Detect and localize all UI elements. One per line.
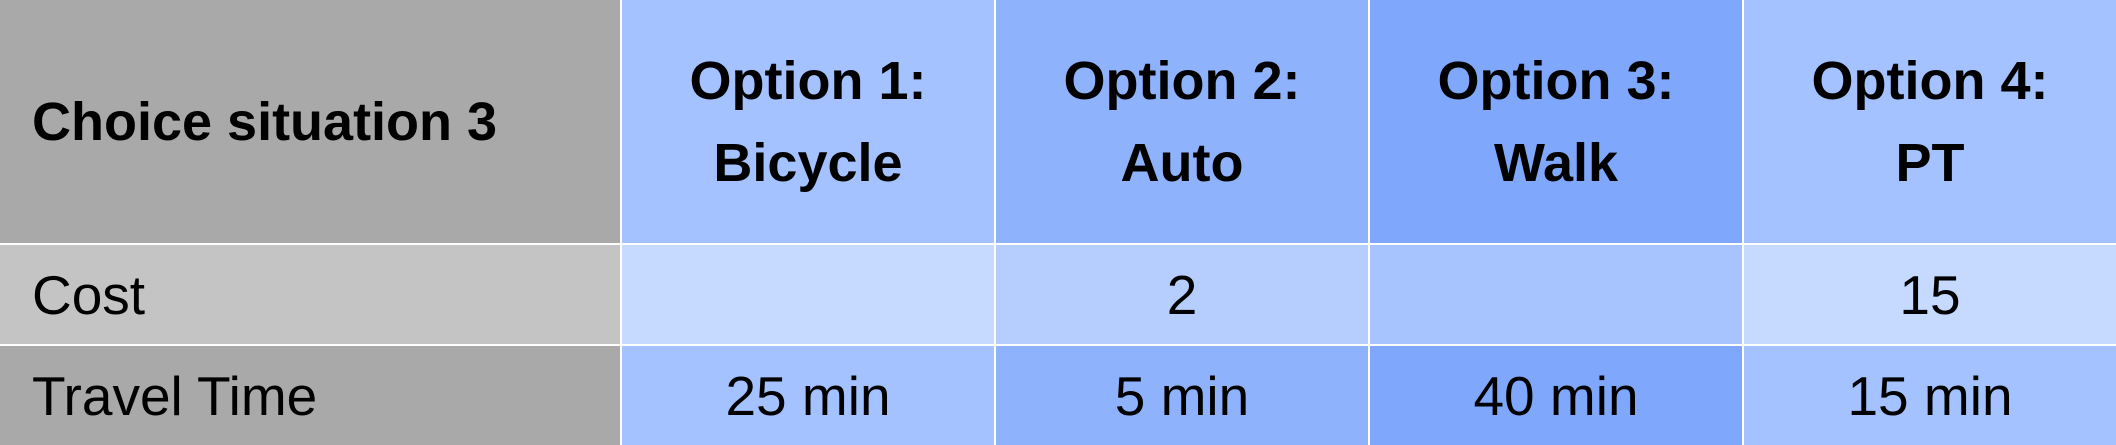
option-4-header: Option 4: PT [1744,0,2116,243]
option-1-line1: Option 1: [689,50,927,111]
option-3-line2: Walk [1493,132,1619,193]
option-2-header: Option 2: Auto [996,0,1368,243]
cost-option-4: 15 [1744,245,2116,344]
option-2-line2: Auto [1120,132,1244,193]
cost-row: Cost 2 15 [0,245,2116,344]
travel-time-value: 25 min [725,364,891,427]
situation-header: Choice situation 3 [0,0,620,243]
travel-time-value: 15 min [1847,364,2013,427]
cost-option-1 [622,245,994,344]
option-1-line2: Bicycle [713,132,903,193]
travel-time-label: Travel Time [32,364,318,427]
option-3-line1: Option 3: [1437,50,1675,111]
option-1-header: Option 1: Bicycle [622,0,994,243]
cost-option-2: 2 [996,245,1368,344]
header-row: Choice situation 3 Option 1: Bicycle Opt… [0,0,2116,243]
option-4-line1: Option 4: [1811,50,2049,111]
situation-label: Choice situation 3 [32,91,498,152]
travel-time-value: 5 min [1114,364,1250,427]
option-4-line2: PT [1895,132,1965,193]
option-3-header: Option 3: Walk [1370,0,1742,243]
cost-label: Cost [32,263,146,326]
travel-time-option-1: 25 min [622,346,994,445]
travel-time-label-cell: Travel Time [0,346,620,445]
cost-label-cell: Cost [0,245,620,344]
travel-time-value: 40 min [1473,364,1639,427]
travel-time-option-3: 40 min [1370,346,1742,445]
cost-value: 15 [1899,263,1961,326]
cost-option-3 [1370,245,1742,344]
cost-value: 2 [1166,263,1198,326]
option-2-line1: Option 2: [1063,50,1301,111]
travel-time-option-4: 15 min [1744,346,2116,445]
travel-time-option-2: 5 min [996,346,1368,445]
travel-time-row: Travel Time 25 min 5 min 40 min 15 min [0,346,2116,445]
